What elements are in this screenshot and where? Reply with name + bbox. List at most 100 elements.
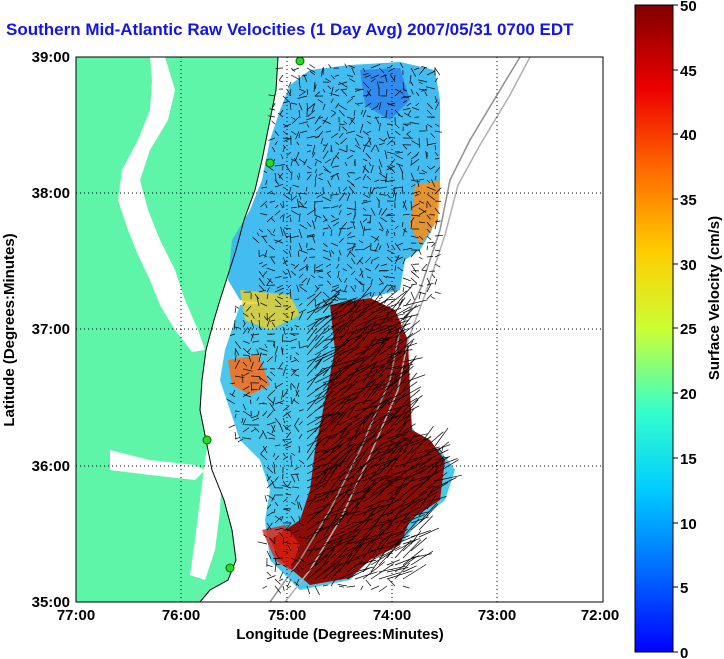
velocity-vector — [394, 423, 406, 440]
velocity-vector — [378, 326, 397, 335]
velocity-vector — [285, 445, 292, 449]
velocity-vector — [354, 362, 377, 377]
velocity-vector — [402, 539, 415, 552]
velocity-vector — [346, 390, 363, 398]
velocity-vector — [286, 431, 292, 438]
velocity-vector — [406, 133, 412, 139]
velocity-vector — [250, 389, 258, 391]
velocity-vector — [386, 484, 405, 496]
velocity-vector — [394, 539, 412, 559]
radar-site-marker — [265, 158, 275, 168]
velocity-vector — [264, 316, 268, 321]
velocity-vector — [378, 221, 384, 230]
colorbar-tick-label: 45 — [680, 63, 697, 80]
velocity-vector — [418, 242, 424, 245]
velocity-vector — [431, 242, 436, 248]
velocity-vector — [402, 506, 421, 517]
velocity-vector — [284, 424, 292, 430]
velocity-vector — [363, 228, 372, 231]
velocity-vector — [282, 564, 287, 568]
velocity-vector — [306, 171, 312, 174]
velocity-vector — [327, 224, 332, 230]
velocity-vector — [290, 333, 296, 337]
velocity-vector — [322, 291, 330, 298]
velocity-vector — [338, 412, 361, 426]
velocity-vector — [431, 274, 436, 279]
velocity-vector — [260, 353, 268, 356]
velocity-vector — [306, 558, 324, 573]
velocity-vector — [298, 205, 308, 209]
velocity-vector — [298, 515, 301, 522]
velocity-vector — [250, 375, 260, 377]
velocity-vector — [242, 403, 247, 411]
velocity-vector — [233, 319, 236, 330]
velocity-vector — [386, 511, 410, 524]
velocity-vector — [234, 413, 237, 419]
velocity-vector — [362, 520, 379, 538]
velocity-vector — [402, 564, 427, 580]
velocity-vector — [298, 193, 302, 200]
velocity-vector — [362, 536, 383, 545]
velocity-vector — [370, 458, 396, 468]
velocity-vector — [322, 119, 332, 125]
velocity-vector — [431, 116, 436, 119]
velocity-vector — [258, 289, 266, 293]
velocity-vector — [290, 354, 292, 361]
velocity-vector — [386, 326, 402, 342]
velocity-vector — [354, 399, 373, 405]
velocity-vector — [291, 210, 300, 216]
velocity-vector — [426, 228, 431, 234]
velocity-vector — [306, 392, 323, 412]
velocity-vector — [410, 159, 412, 167]
velocity-vector — [322, 548, 335, 566]
velocity-vector — [418, 504, 429, 517]
velocity-vector — [346, 232, 352, 237]
velocity-vector — [315, 263, 324, 269]
velocity-vector — [282, 438, 286, 443]
velocity-vector — [259, 402, 268, 405]
velocity-vector — [386, 559, 401, 566]
velocity-vector — [434, 144, 437, 151]
velocity-vector — [267, 115, 276, 118]
velocity-vector — [330, 411, 347, 433]
velocity-vector — [300, 130, 308, 134]
velocity-vector — [290, 158, 296, 162]
velocity-vector — [386, 538, 402, 552]
velocity-vector — [260, 453, 268, 461]
velocity-vector — [298, 447, 300, 454]
velocity-vector — [418, 207, 427, 213]
velocity-vector — [362, 541, 376, 559]
velocity-vector — [290, 217, 292, 223]
velocity-vector — [288, 250, 292, 258]
velocity-vector — [338, 549, 355, 559]
velocity-vector — [335, 155, 340, 160]
velocity-vector — [262, 445, 268, 454]
velocity-vector — [385, 109, 388, 118]
velocity-vector — [426, 235, 432, 241]
velocity-vector — [410, 530, 431, 538]
velocity-vector — [362, 226, 365, 237]
velocity-vector — [318, 276, 324, 279]
velocity-vector — [354, 411, 373, 433]
velocity-vector — [386, 307, 402, 314]
velocity-vector — [410, 179, 420, 183]
velocity-vector — [378, 193, 387, 196]
velocity-vector — [354, 481, 377, 496]
velocity-vector — [242, 437, 252, 440]
velocity-vector — [314, 462, 333, 468]
velocity-vector — [346, 585, 356, 588]
velocity-vector — [392, 245, 396, 251]
velocity-vector — [330, 157, 335, 167]
velocity-vector — [386, 404, 409, 412]
velocity-vector — [410, 497, 424, 510]
velocity-vector — [346, 179, 355, 186]
velocity-vector — [306, 431, 322, 454]
velocity-vector — [295, 494, 300, 502]
velocity-vector — [387, 102, 396, 106]
velocity-vector — [279, 214, 284, 219]
colorbar-tick-label: 10 — [680, 516, 697, 533]
velocity-vector — [378, 282, 384, 286]
velocity-vector — [362, 413, 379, 433]
velocity-vector — [370, 397, 390, 412]
velocity-vector — [360, 585, 364, 591]
